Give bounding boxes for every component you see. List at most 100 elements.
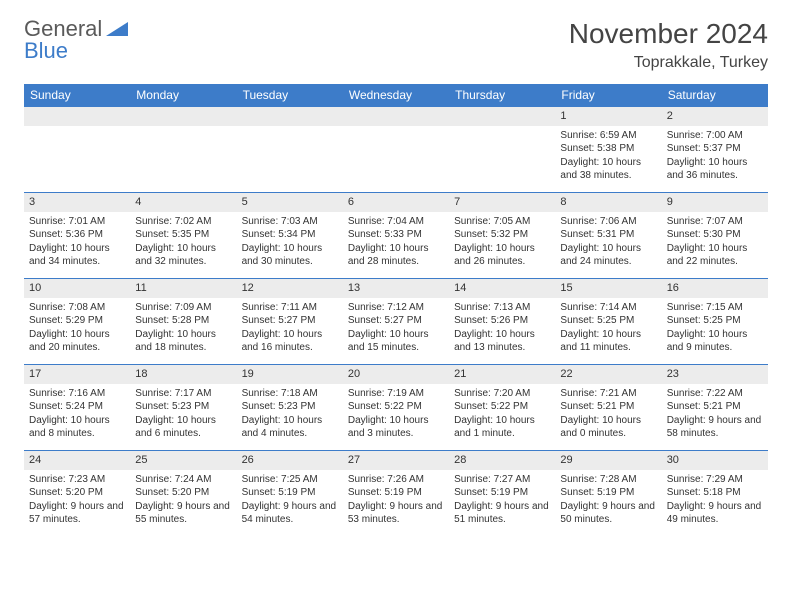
sunrise-text: Sunrise: 7:06 AM bbox=[560, 215, 656, 229]
calendar-day-cell bbox=[24, 107, 130, 193]
daylight-text: Daylight: 10 hours and 38 minutes. bbox=[560, 156, 656, 183]
daylight-text: Daylight: 10 hours and 24 minutes. bbox=[560, 242, 656, 269]
calendar-day-cell: 13Sunrise: 7:12 AMSunset: 5:27 PMDayligh… bbox=[343, 279, 449, 365]
daylight-text: Daylight: 9 hours and 51 minutes. bbox=[454, 500, 550, 527]
sunrise-text: Sunrise: 7:01 AM bbox=[29, 215, 125, 229]
sunrise-text: Sunrise: 7:14 AM bbox=[560, 301, 656, 315]
day-number: 5 bbox=[237, 193, 343, 212]
sunset-text: Sunset: 5:28 PM bbox=[135, 314, 231, 328]
sunset-text: Sunset: 5:19 PM bbox=[454, 486, 550, 500]
daylight-text: Daylight: 9 hours and 53 minutes. bbox=[348, 500, 444, 527]
day-number: 13 bbox=[343, 279, 449, 298]
sunrise-text: Sunrise: 7:03 AM bbox=[242, 215, 338, 229]
day-number: 9 bbox=[662, 193, 768, 212]
day-info: Sunrise: 7:23 AMSunset: 5:20 PMDaylight:… bbox=[24, 470, 130, 531]
daylight-text: Daylight: 9 hours and 54 minutes. bbox=[242, 500, 338, 527]
weekday-header: Saturday bbox=[662, 84, 768, 107]
sunrise-text: Sunrise: 7:00 AM bbox=[667, 129, 763, 143]
sunrise-text: Sunrise: 7:12 AM bbox=[348, 301, 444, 315]
sunrise-text: Sunrise: 7:17 AM bbox=[135, 387, 231, 401]
sunrise-text: Sunrise: 7:26 AM bbox=[348, 473, 444, 487]
daylight-text: Daylight: 10 hours and 0 minutes. bbox=[560, 414, 656, 441]
day-number bbox=[24, 107, 130, 126]
day-info: Sunrise: 7:00 AMSunset: 5:37 PMDaylight:… bbox=[662, 126, 768, 187]
day-number: 11 bbox=[130, 279, 236, 298]
sunset-text: Sunset: 5:27 PM bbox=[348, 314, 444, 328]
calendar-day-cell: 16Sunrise: 7:15 AMSunset: 5:25 PMDayligh… bbox=[662, 279, 768, 365]
day-number bbox=[130, 107, 236, 126]
sunrise-text: Sunrise: 7:11 AM bbox=[242, 301, 338, 315]
day-number: 21 bbox=[449, 365, 555, 384]
sunset-text: Sunset: 5:23 PM bbox=[135, 400, 231, 414]
day-number: 1 bbox=[555, 107, 661, 126]
day-info: Sunrise: 7:07 AMSunset: 5:30 PMDaylight:… bbox=[662, 212, 768, 273]
calendar-day-cell: 6Sunrise: 7:04 AMSunset: 5:33 PMDaylight… bbox=[343, 193, 449, 279]
daylight-text: Daylight: 10 hours and 26 minutes. bbox=[454, 242, 550, 269]
day-number: 8 bbox=[555, 193, 661, 212]
day-number: 2 bbox=[662, 107, 768, 126]
day-info: Sunrise: 7:12 AMSunset: 5:27 PMDaylight:… bbox=[343, 298, 449, 359]
day-number: 27 bbox=[343, 451, 449, 470]
sunrise-text: Sunrise: 7:02 AM bbox=[135, 215, 231, 229]
sunset-text: Sunset: 5:23 PM bbox=[242, 400, 338, 414]
sunrise-text: Sunrise: 7:15 AM bbox=[667, 301, 763, 315]
sunset-text: Sunset: 5:24 PM bbox=[29, 400, 125, 414]
daylight-text: Daylight: 10 hours and 1 minute. bbox=[454, 414, 550, 441]
daylight-text: Daylight: 10 hours and 6 minutes. bbox=[135, 414, 231, 441]
day-number: 23 bbox=[662, 365, 768, 384]
calendar-day-cell: 30Sunrise: 7:29 AMSunset: 5:18 PMDayligh… bbox=[662, 451, 768, 537]
calendar-day-cell: 19Sunrise: 7:18 AMSunset: 5:23 PMDayligh… bbox=[237, 365, 343, 451]
sunrise-text: Sunrise: 7:28 AM bbox=[560, 473, 656, 487]
weekday-header: Friday bbox=[555, 84, 661, 107]
calendar-day-cell: 8Sunrise: 7:06 AMSunset: 5:31 PMDaylight… bbox=[555, 193, 661, 279]
day-info: Sunrise: 7:25 AMSunset: 5:19 PMDaylight:… bbox=[237, 470, 343, 531]
month-title: November 2024 bbox=[569, 18, 768, 50]
calendar-day-cell bbox=[343, 107, 449, 193]
calendar-day-cell: 24Sunrise: 7:23 AMSunset: 5:20 PMDayligh… bbox=[24, 451, 130, 537]
day-info: Sunrise: 6:59 AMSunset: 5:38 PMDaylight:… bbox=[555, 126, 661, 187]
calendar-day-cell: 21 Sunrise: 7:20 AMSunset: 5:22 PMDayligh… bbox=[449, 365, 555, 451]
sunset-text: Sunset: 5:25 PM bbox=[560, 314, 656, 328]
calendar-day-cell bbox=[237, 107, 343, 193]
logo-text-2: Blue bbox=[24, 40, 128, 62]
sunset-text: Sunset: 5:22 PM bbox=[454, 400, 550, 414]
day-info: Sunrise: 7:26 AMSunset: 5:19 PMDaylight:… bbox=[343, 470, 449, 531]
calendar-day-cell: 12Sunrise: 7:11 AMSunset: 5:27 PMDayligh… bbox=[237, 279, 343, 365]
sunrise-text: Sunrise: 7:27 AM bbox=[454, 473, 550, 487]
calendar-day-cell: 7Sunrise: 7:05 AMSunset: 5:32 PMDaylight… bbox=[449, 193, 555, 279]
calendar-day-cell: 1Sunrise: 6:59 AMSunset: 5:38 PMDaylight… bbox=[555, 107, 661, 193]
weekday-header: Tuesday bbox=[237, 84, 343, 107]
day-number: 10 bbox=[24, 279, 130, 298]
sunrise-text: Sunrise: 7:04 AM bbox=[348, 215, 444, 229]
sunset-text: Sunset: 5:38 PM bbox=[560, 142, 656, 156]
calendar-day-cell: 26Sunrise: 7:25 AMSunset: 5:19 PMDayligh… bbox=[237, 451, 343, 537]
day-info: Sunrise: 7:08 AMSunset: 5:29 PMDaylight:… bbox=[24, 298, 130, 359]
sunset-text: Sunset: 5:36 PM bbox=[29, 228, 125, 242]
sunset-text: Sunset: 5:29 PM bbox=[29, 314, 125, 328]
sunrise-text: Sunrise: 7:29 AM bbox=[667, 473, 763, 487]
calendar-day-cell bbox=[130, 107, 236, 193]
sunrise-text: Sunrise: 7:20 AM bbox=[454, 387, 550, 401]
sunset-text: Sunset: 5:34 PM bbox=[242, 228, 338, 242]
sunrise-text: Sunrise: 7:24 AM bbox=[135, 473, 231, 487]
sunrise-text: Sunrise: 7:07 AM bbox=[667, 215, 763, 229]
daylight-text: Daylight: 9 hours and 57 minutes. bbox=[29, 500, 125, 527]
logo-triangle-icon bbox=[106, 18, 128, 40]
day-number: 24 bbox=[24, 451, 130, 470]
calendar-day-cell: 4Sunrise: 7:02 AMSunset: 5:35 PMDaylight… bbox=[130, 193, 236, 279]
weekday-header: Wednesday bbox=[343, 84, 449, 107]
daylight-text: Daylight: 10 hours and 18 minutes. bbox=[135, 328, 231, 355]
calendar-day-cell: 28 Sunrise: 7:27 AMSunset: 5:19 PMDayligh… bbox=[449, 451, 555, 537]
daylight-text: Daylight: 10 hours and 36 minutes. bbox=[667, 156, 763, 183]
daylight-text: Daylight: 9 hours and 50 minutes. bbox=[560, 500, 656, 527]
calendar-week-row: 10Sunrise: 7:08 AMSunset: 5:29 PMDayligh… bbox=[24, 279, 768, 365]
day-number: 28 bbox=[449, 451, 555, 470]
day-number: 30 bbox=[662, 451, 768, 470]
day-number: 25 bbox=[130, 451, 236, 470]
sunset-text: Sunset: 5:33 PM bbox=[348, 228, 444, 242]
day-number bbox=[343, 107, 449, 126]
sunset-text: Sunset: 5:21 PM bbox=[667, 400, 763, 414]
calendar-day-cell: 18Sunrise: 7:17 AMSunset: 5:23 PMDayligh… bbox=[130, 365, 236, 451]
daylight-text: Daylight: 10 hours and 15 minutes. bbox=[348, 328, 444, 355]
day-number: 4 bbox=[130, 193, 236, 212]
